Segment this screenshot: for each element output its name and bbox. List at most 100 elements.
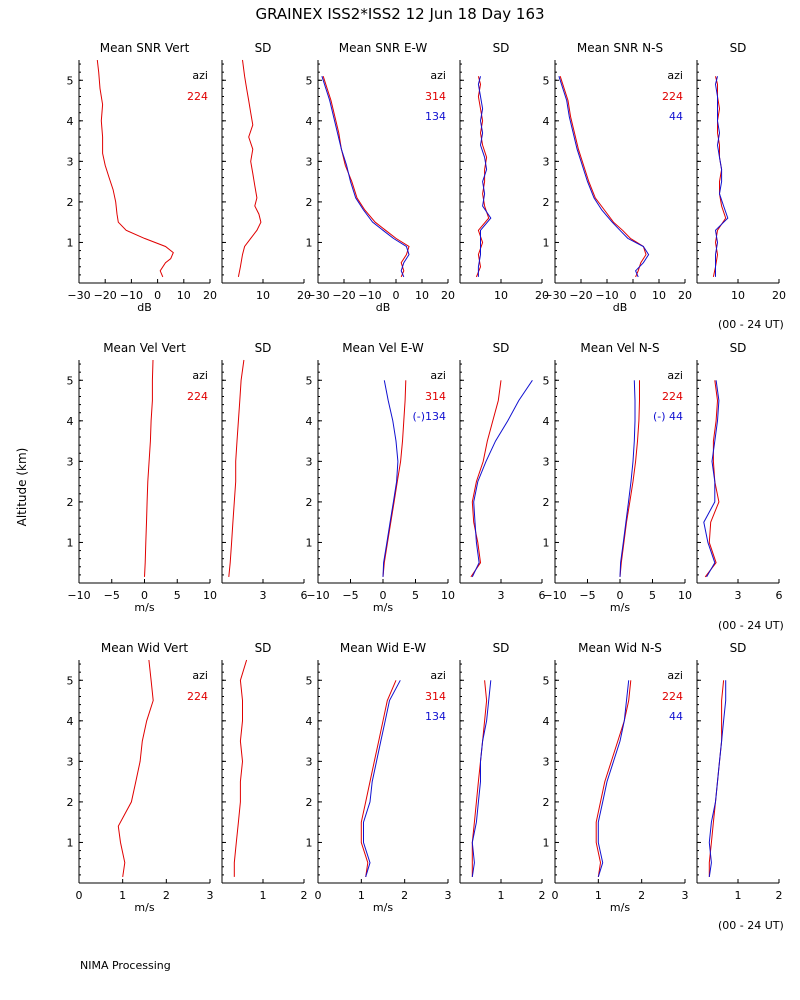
y-tick-label: 3	[67, 155, 74, 168]
x-tick-label: 2	[301, 889, 308, 902]
y-tick-label: 5	[543, 74, 550, 87]
x-tick-label: 3	[445, 889, 452, 902]
x-tick-label: 0	[76, 889, 83, 902]
y-tick-label: 2	[67, 496, 74, 509]
panel-title: SD	[730, 641, 747, 655]
y-tick-label: 3	[543, 755, 550, 768]
x-tick-label: 20	[203, 289, 217, 302]
legend-label: 224	[662, 390, 683, 403]
series-line	[477, 76, 492, 277]
panel-title: SD	[730, 341, 747, 355]
series-line	[363, 680, 401, 878]
panel-title: Mean Wid N-S	[578, 641, 662, 655]
series-line	[322, 76, 410, 278]
series-line	[382, 380, 399, 577]
x-tick-label: 20	[297, 289, 311, 302]
y-tick-label: 3	[306, 755, 313, 768]
panel-title: Mean Wid E-W	[340, 641, 426, 655]
panel-title: Mean SNR Vert	[100, 41, 190, 55]
x-tick-label: 10	[494, 289, 508, 302]
panel-title: SD	[255, 41, 272, 55]
legend-label: 314	[425, 390, 446, 403]
panel-title: Mean Wid Vert	[101, 641, 188, 655]
legend-header: azi	[192, 69, 208, 82]
y-tick-label: 5	[67, 674, 74, 687]
legend-label: 224	[187, 90, 208, 103]
y-tick-label: 1	[67, 836, 74, 849]
y-tick-label: 1	[306, 536, 313, 549]
y-tick-label: 4	[543, 715, 550, 728]
y-tick-label: 2	[543, 496, 550, 509]
x-axis-label: m/s	[610, 601, 630, 614]
x-tick-label: −30	[543, 289, 566, 302]
x-tick-label: 1	[498, 889, 505, 902]
series-line	[228, 359, 245, 577]
y-tick-label: 3	[543, 455, 550, 468]
y-tick-label: 5	[543, 374, 550, 387]
footer-text: NIMA Processing	[80, 959, 171, 972]
legend-label: 314	[425, 90, 446, 103]
x-tick-label: 10	[731, 289, 745, 302]
series-line	[471, 680, 492, 877]
x-tick-label: −5	[342, 589, 358, 602]
y-tick-label: 1	[543, 836, 550, 849]
x-tick-label: 10	[203, 589, 217, 602]
panel-title: SD	[255, 341, 272, 355]
x-tick-label: 20	[535, 289, 549, 302]
time-range-label: (00 - 24 UT)	[718, 619, 784, 632]
legend-header: azi	[430, 369, 446, 382]
y-tick-label: 3	[67, 455, 74, 468]
series-line	[619, 380, 640, 577]
panel-title: SD	[493, 341, 510, 355]
series-line	[714, 76, 729, 277]
x-tick-label: 2	[776, 889, 783, 902]
legend-header: azi	[667, 69, 683, 82]
x-tick-label: 3	[735, 589, 742, 602]
y-tick-label: 5	[67, 74, 74, 87]
panel-title: SD	[493, 641, 510, 655]
y-tick-label: 5	[67, 374, 74, 387]
legend-label: (-)134	[412, 410, 446, 423]
x-tick-label: 0	[380, 589, 387, 602]
legend-header: azi	[430, 69, 446, 82]
y-tick-label: 4	[306, 115, 313, 128]
x-tick-label: 0	[552, 889, 559, 902]
y-tick-label: 1	[543, 236, 550, 249]
series-line	[360, 680, 397, 877]
x-axis-label: m/s	[373, 601, 393, 614]
x-tick-label: 6	[301, 589, 308, 602]
x-tick-label: −10	[120, 289, 143, 302]
page-title: GRAINEX ISS2*ISS2 12 Jun 18 Day 163	[255, 5, 545, 23]
legend-label: 44	[669, 110, 683, 123]
x-tick-label: 2	[401, 889, 408, 902]
series-line	[96, 59, 174, 278]
x-tick-label: 3	[498, 589, 505, 602]
legend-header: azi	[667, 369, 683, 382]
legend-label: 224	[187, 690, 208, 703]
y-tick-label: 2	[306, 796, 313, 809]
x-tick-label: 10	[678, 589, 692, 602]
x-axis-label: m/s	[134, 901, 154, 914]
x-tick-label: 0	[315, 889, 322, 902]
series-line	[712, 76, 727, 278]
x-tick-label: −20	[94, 289, 117, 302]
legend-header: azi	[667, 669, 683, 682]
x-tick-label: 3	[260, 589, 267, 602]
x-tick-label: −10	[543, 589, 566, 602]
x-tick-label: 2	[638, 889, 645, 902]
legend-label: 224	[662, 90, 683, 103]
x-tick-label: 0	[154, 289, 161, 302]
panel-title: Mean SNR N-S	[577, 41, 663, 55]
x-tick-label: −5	[104, 589, 120, 602]
y-tick-label: 2	[67, 196, 74, 209]
y-tick-label: 1	[67, 236, 74, 249]
y-tick-label: 3	[67, 755, 74, 768]
panel-title: SD	[255, 641, 272, 655]
x-tick-label: 2	[539, 889, 546, 902]
x-tick-label: −10	[358, 289, 381, 302]
series-line	[471, 380, 533, 578]
x-tick-label: 1	[119, 889, 126, 902]
x-tick-label: 10	[441, 589, 455, 602]
x-axis-label: m/s	[134, 601, 154, 614]
x-tick-label: 10	[652, 289, 666, 302]
